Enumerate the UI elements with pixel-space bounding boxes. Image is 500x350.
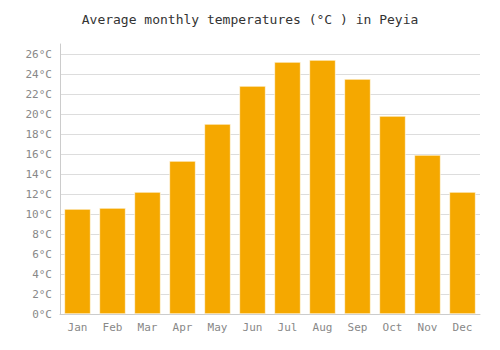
svg-text:Average monthly temperatures (: Average monthly temperatures (°C ) in Pe…: [82, 12, 419, 27]
svg-text:8°C: 8°C: [32, 228, 52, 241]
svg-text:0°C: 0°C: [32, 308, 52, 321]
svg-text:Apr: Apr: [173, 321, 193, 334]
svg-text:16°C: 16°C: [26, 148, 53, 161]
svg-text:May: May: [208, 321, 228, 334]
svg-text:14°C: 14°C: [26, 168, 53, 181]
svg-text:12°C: 12°C: [26, 188, 53, 201]
svg-text:Mar: Mar: [138, 321, 158, 334]
svg-text:4°C: 4°C: [32, 268, 52, 281]
svg-text:Sep: Sep: [348, 321, 368, 334]
svg-text:22°C: 22°C: [26, 88, 53, 101]
svg-text:Jun: Jun: [243, 321, 263, 334]
svg-text:Dec: Dec: [453, 321, 473, 334]
svg-text:6°C: 6°C: [32, 248, 52, 261]
svg-text:2°C: 2°C: [32, 288, 52, 301]
svg-text:18°C: 18°C: [26, 128, 53, 141]
svg-text:Feb: Feb: [103, 321, 123, 334]
svg-text:Aug: Aug: [313, 321, 333, 334]
svg-text:26°C: 26°C: [26, 48, 53, 61]
svg-text:Jul: Jul: [278, 321, 298, 334]
svg-text:10°C: 10°C: [26, 208, 53, 221]
svg-text:Oct: Oct: [383, 321, 403, 334]
svg-text:Jan: Jan: [68, 321, 88, 334]
svg-text:24°C: 24°C: [26, 68, 53, 81]
svg-text:20°C: 20°C: [26, 108, 53, 121]
svg-text:Nov: Nov: [418, 321, 438, 334]
